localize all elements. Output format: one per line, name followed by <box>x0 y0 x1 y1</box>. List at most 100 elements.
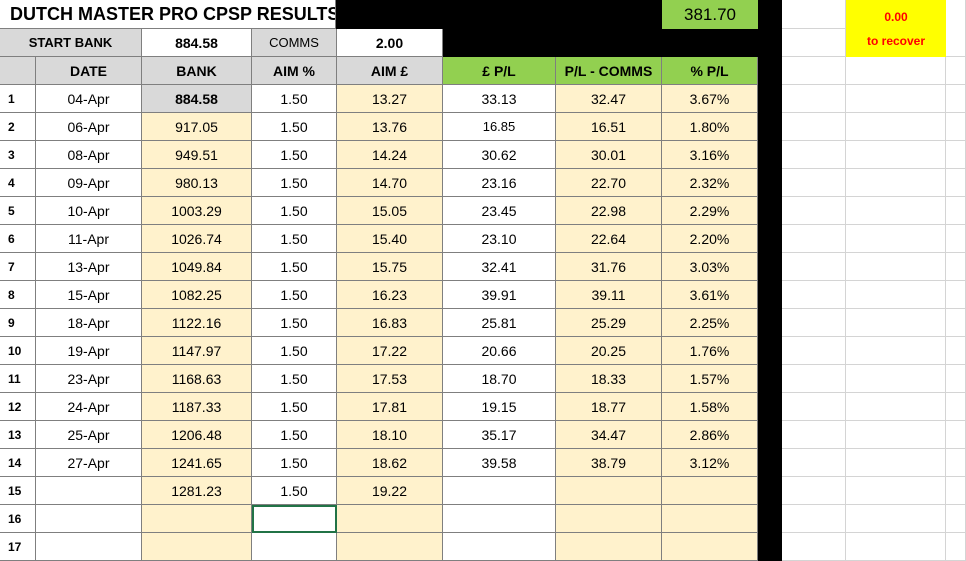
pl-cell[interactable] <box>443 533 556 561</box>
aim-gbp-cell[interactable]: 14.70 <box>337 169 443 197</box>
pl-cell[interactable]: 19.15 <box>443 393 556 421</box>
pl-comms-cell[interactable] <box>556 533 662 561</box>
comms-label[interactable]: COMMS <box>252 29 337 57</box>
date-cell[interactable] <box>36 477 142 505</box>
bank-cell[interactable]: 1241.65 <box>142 449 252 477</box>
pl-comms-cell[interactable]: 22.98 <box>556 197 662 225</box>
aim-gbp-cell[interactable]: 17.22 <box>337 337 443 365</box>
empty-cell[interactable] <box>846 57 946 85</box>
empty-cell[interactable] <box>782 505 846 533</box>
empty-cell[interactable] <box>946 169 966 197</box>
aim-pct-cell[interactable] <box>252 533 337 561</box>
empty-cell[interactable] <box>782 57 846 85</box>
bank-cell[interactable]: 1206.48 <box>142 421 252 449</box>
empty-cell[interactable] <box>846 85 946 113</box>
pct-pl-cell[interactable]: 3.12% <box>662 449 758 477</box>
bank-cell[interactable]: 949.51 <box>142 141 252 169</box>
pct-pl-cell[interactable]: 1.57% <box>662 365 758 393</box>
pl-comms-cell[interactable]: 38.79 <box>556 449 662 477</box>
date-cell[interactable]: 25-Apr <box>36 421 142 449</box>
pl-cell[interactable]: 39.58 <box>443 449 556 477</box>
aim-gbp-cell[interactable]: 15.05 <box>337 197 443 225</box>
header-aim-gbp[interactable]: AIM £ <box>337 57 443 85</box>
empty-cell[interactable] <box>946 281 966 309</box>
date-cell[interactable]: 04-Apr <box>36 85 142 113</box>
aim-gbp-cell[interactable]: 17.81 <box>337 393 443 421</box>
bank-cell[interactable]: 980.13 <box>142 169 252 197</box>
pl-comms-cell[interactable]: 34.47 <box>556 421 662 449</box>
bank-cell[interactable]: 1281.23 <box>142 477 252 505</box>
aim-gbp-cell[interactable]: 13.27 <box>337 85 443 113</box>
aim-pct-cell[interactable]: 1.50 <box>252 421 337 449</box>
pl-comms-cell[interactable]: 30.01 <box>556 141 662 169</box>
pl-cell[interactable]: 30.62 <box>443 141 556 169</box>
empty-cell[interactable] <box>846 197 946 225</box>
date-cell[interactable]: 27-Apr <box>36 449 142 477</box>
pl-comms-cell[interactable] <box>556 477 662 505</box>
pl-cell[interactable]: 23.45 <box>443 197 556 225</box>
pl-cell[interactable]: 16.85 <box>443 113 556 141</box>
pct-pl-cell[interactable]: 2.25% <box>662 309 758 337</box>
start-bank-label[interactable]: START BANK <box>0 29 142 57</box>
bank-cell[interactable]: 1187.33 <box>142 393 252 421</box>
empty-cell[interactable] <box>946 225 966 253</box>
pct-pl-cell[interactable]: 3.03% <box>662 253 758 281</box>
bank-cell[interactable]: 1003.29 <box>142 197 252 225</box>
pl-comms-cell[interactable]: 18.77 <box>556 393 662 421</box>
date-cell[interactable] <box>36 533 142 561</box>
bank-cell[interactable] <box>142 505 252 533</box>
aim-pct-cell[interactable]: 1.50 <box>252 309 337 337</box>
date-cell[interactable]: 23-Apr <box>36 365 142 393</box>
aim-pct-cell[interactable]: 1.50 <box>252 393 337 421</box>
pct-pl-cell[interactable]: 1.80% <box>662 113 758 141</box>
pl-comms-cell[interactable]: 25.29 <box>556 309 662 337</box>
empty-cell[interactable] <box>782 449 846 477</box>
pl-comms-cell[interactable] <box>556 505 662 533</box>
date-cell[interactable]: 18-Apr <box>36 309 142 337</box>
empty-cell[interactable] <box>946 57 966 85</box>
aim-pct-cell[interactable]: 1.50 <box>252 477 337 505</box>
aim-pct-cell[interactable]: 1.50 <box>252 113 337 141</box>
pl-comms-cell[interactable]: 22.64 <box>556 225 662 253</box>
empty-cell[interactable] <box>846 281 946 309</box>
empty-cell[interactable] <box>782 253 846 281</box>
empty-cell[interactable] <box>782 337 846 365</box>
empty-cell[interactable] <box>946 337 966 365</box>
bank-cell[interactable]: 1049.84 <box>142 253 252 281</box>
empty-cell[interactable] <box>846 309 946 337</box>
sheet-title[interactable]: DUTCH MASTER PRO CPSP RESULTS <box>0 0 336 29</box>
pl-comms-cell[interactable]: 32.47 <box>556 85 662 113</box>
empty-cell[interactable] <box>946 0 966 57</box>
aim-gbp-cell[interactable]: 15.75 <box>337 253 443 281</box>
empty-cell[interactable] <box>946 449 966 477</box>
empty-cell[interactable] <box>846 477 946 505</box>
date-cell[interactable]: 08-Apr <box>36 141 142 169</box>
empty-cell[interactable] <box>782 225 846 253</box>
header-date[interactable]: DATE <box>36 57 142 85</box>
date-cell[interactable]: 09-Apr <box>36 169 142 197</box>
pct-pl-cell[interactable]: 2.86% <box>662 421 758 449</box>
empty-cell[interactable] <box>846 253 946 281</box>
aim-gbp-cell[interactable] <box>337 505 443 533</box>
date-cell[interactable]: 13-Apr <box>36 253 142 281</box>
empty-cell[interactable] <box>782 309 846 337</box>
pl-cell[interactable]: 39.91 <box>443 281 556 309</box>
empty-cell[interactable] <box>846 225 946 253</box>
empty-cell[interactable] <box>846 449 946 477</box>
aim-gbp-cell[interactable]: 15.40 <box>337 225 443 253</box>
empty-cell[interactable] <box>846 169 946 197</box>
aim-gbp-cell[interactable]: 18.62 <box>337 449 443 477</box>
empty-cell[interactable] <box>946 309 966 337</box>
aim-pct-cell[interactable]: 1.50 <box>252 449 337 477</box>
date-cell[interactable]: 06-Apr <box>36 113 142 141</box>
aim-pct-cell[interactable]: 1.50 <box>252 281 337 309</box>
empty-cell[interactable] <box>946 197 966 225</box>
pct-pl-cell[interactable]: 2.20% <box>662 225 758 253</box>
empty-cell[interactable] <box>946 505 966 533</box>
header-pl[interactable]: £ P/L <box>443 57 556 85</box>
pl-cell[interactable]: 23.10 <box>443 225 556 253</box>
empty-cell[interactable] <box>782 197 846 225</box>
total-pl-cell[interactable]: 381.70 <box>662 0 758 29</box>
date-cell[interactable]: 11-Apr <box>36 225 142 253</box>
pl-cell[interactable]: 20.66 <box>443 337 556 365</box>
